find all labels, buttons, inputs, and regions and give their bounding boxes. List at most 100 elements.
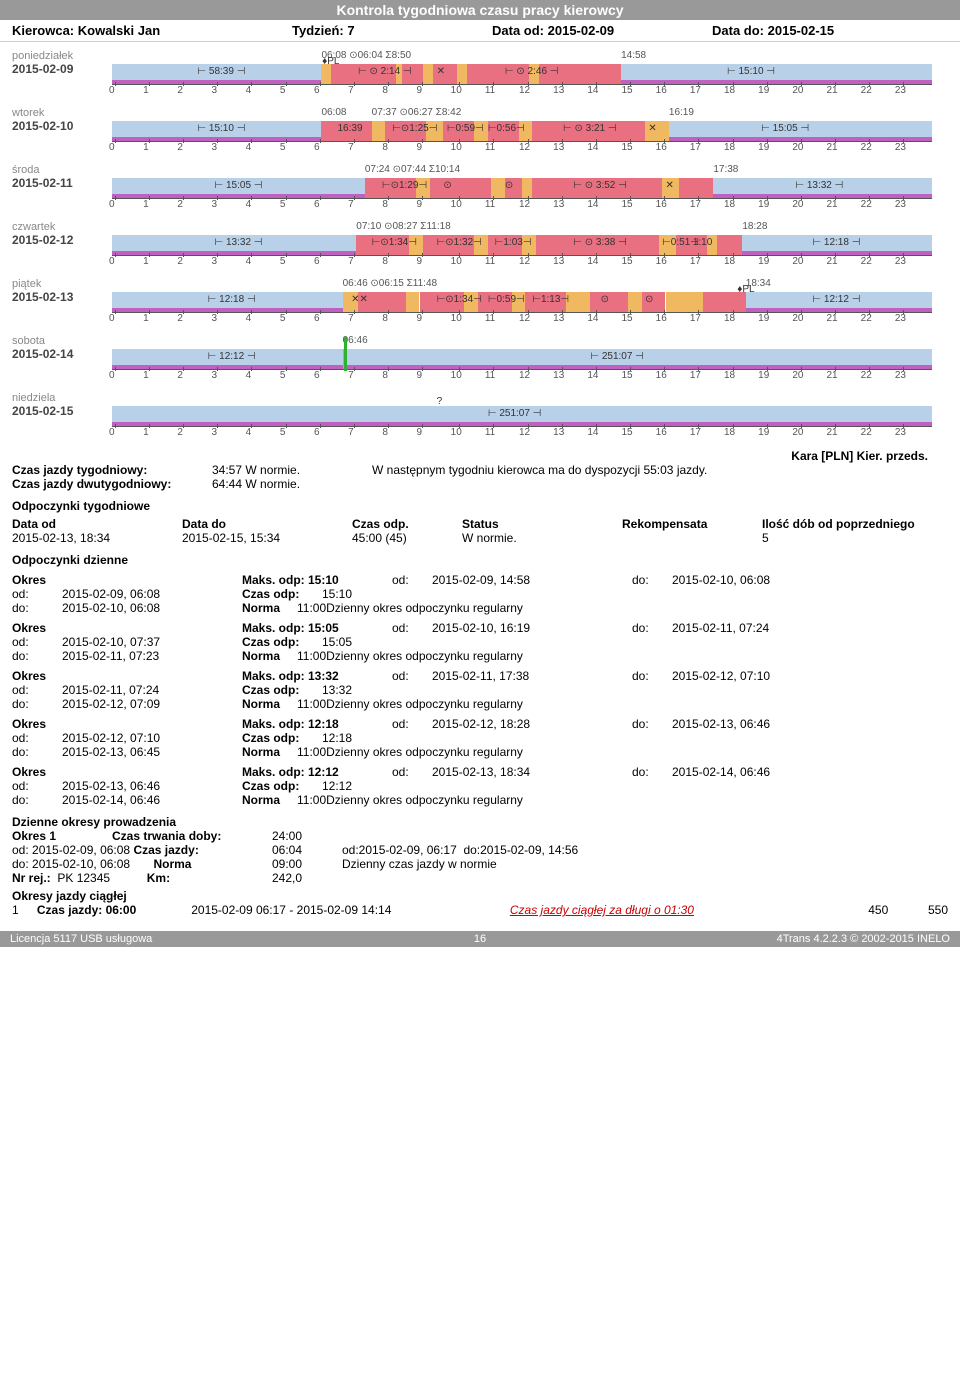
tydzien-label: Tydzień: bbox=[292, 23, 344, 38]
day-name: niedziela bbox=[12, 392, 112, 404]
axis-tick: 5 bbox=[283, 427, 289, 438]
dop-do: do: 2015-02-10, 06:08 bbox=[12, 857, 130, 871]
axis-tick: 21 bbox=[830, 313, 841, 324]
time-annotation: 07:24 ⊙07:44 Σ10:14 bbox=[365, 164, 460, 175]
axis-tick: 16 bbox=[659, 313, 670, 324]
axis-tick: 23 bbox=[898, 85, 909, 96]
axis-tick: 6 bbox=[317, 313, 323, 324]
segment-label: ⊢ 15:10 ⊣ bbox=[197, 123, 245, 134]
axis-tick: 20 bbox=[795, 313, 806, 324]
okres-block: OkresMaks. odp: 12:18od:2015-02-12, 18:2… bbox=[12, 717, 948, 759]
axis-tick: 2 bbox=[180, 142, 186, 153]
axis-tick: 10 bbox=[454, 85, 465, 96]
day-row: środa2015-02-1107:24 ⊙07:44 Σ10:1417:38⊢… bbox=[12, 164, 948, 213]
axis-tick: 4 bbox=[249, 313, 255, 324]
segment-label: ⊢ 12:12 ⊣ bbox=[812, 294, 860, 305]
axis-tick: 19 bbox=[761, 370, 772, 381]
axis-tick: 20 bbox=[795, 199, 806, 210]
day-row: poniedziałek2015-02-0906:08 ⊙06:04 Σ8:50… bbox=[12, 50, 948, 99]
axis-tick: 9 bbox=[420, 313, 426, 324]
axis-tick: 9 bbox=[420, 427, 426, 438]
axis-tick: 9 bbox=[420, 85, 426, 96]
axis-tick: 12 bbox=[522, 85, 533, 96]
segment-label: ⊢1:13⊣ bbox=[532, 294, 569, 305]
report-title: Kontrola tygodniowa czasu pracy kierowcy bbox=[0, 0, 960, 20]
day-name: środa bbox=[12, 164, 112, 176]
axis-tick: 21 bbox=[830, 199, 841, 210]
axis-tick: 17 bbox=[693, 85, 704, 96]
axis-tick: 2 bbox=[180, 256, 186, 267]
segment-label: ⊢ ⊙ 3:38 ⊣ bbox=[573, 237, 627, 248]
odp-dz-title: Odpoczynki dzienne bbox=[12, 553, 948, 567]
axis-tick: 10 bbox=[454, 427, 465, 438]
axis-tick: 19 bbox=[761, 142, 772, 153]
axis-tick: 5 bbox=[283, 370, 289, 381]
time-annotation: 06:46 ⊙06:15 Σ11:48 bbox=[343, 278, 437, 289]
kierowca-label: Kierowca: bbox=[12, 23, 74, 38]
km-value: 242,0 bbox=[272, 871, 342, 885]
segment-label: ⊢ 12:18 ⊣ bbox=[812, 237, 860, 248]
axis-tick: 0 bbox=[112, 85, 118, 96]
axis-tick: 10 bbox=[454, 199, 465, 210]
timeline-segment bbox=[679, 178, 713, 198]
axis-tick: 8 bbox=[385, 427, 391, 438]
axis-tick: 4 bbox=[249, 142, 255, 153]
czastrw-value: 24:00 bbox=[272, 829, 342, 843]
axis-tick: 4 bbox=[249, 199, 255, 210]
jazdy-dwu-label: Czas jazdy dwutygodniowy: bbox=[12, 477, 212, 491]
axis-tick: 22 bbox=[864, 142, 875, 153]
data-od-value: 2015-02-09 bbox=[548, 23, 615, 38]
okres1-label: Okres 1 bbox=[12, 829, 112, 843]
timeline-segment bbox=[423, 64, 433, 84]
axis-tick: 13 bbox=[556, 142, 567, 153]
jazdy-tyg-value: 34:57 W normie. bbox=[212, 463, 372, 477]
axis-tick: 4 bbox=[249, 370, 255, 381]
axis-tick: 22 bbox=[864, 85, 875, 96]
day-row: piątek2015-02-1306:46 ⊙06:15 Σ11:4818:34… bbox=[12, 278, 948, 327]
axis-tick: 22 bbox=[864, 370, 875, 381]
axis-tick: 7 bbox=[351, 256, 357, 267]
axis-tick: 14 bbox=[590, 313, 601, 324]
timeline-segment bbox=[717, 235, 743, 255]
segment-label: ⊢1:03⊣ bbox=[495, 237, 532, 248]
axis-tick: 14 bbox=[590, 256, 601, 267]
axis-tick: 20 bbox=[795, 370, 806, 381]
segment-label: ✕ bbox=[666, 180, 674, 191]
segment-label: ⊢ 13:32 ⊣ bbox=[795, 180, 843, 191]
axis-tick: 21 bbox=[830, 427, 841, 438]
axis-tick: 19 bbox=[761, 256, 772, 267]
footer: Licencja 5117 USB usługowa 16 4Trans 4.2… bbox=[0, 931, 960, 947]
segment-label: 1:10 bbox=[693, 237, 712, 248]
axis-tick: 5 bbox=[283, 142, 289, 153]
axis-tick: 0 bbox=[112, 199, 118, 210]
col-data-od: Data od bbox=[12, 517, 182, 531]
axis-tick: 3 bbox=[215, 199, 221, 210]
time-annotation: 16:19 bbox=[669, 107, 694, 118]
jazdy-tyg-note: W następnym tygodniu kierowca ma do dysp… bbox=[372, 463, 948, 477]
axis-tick: 18 bbox=[727, 256, 738, 267]
col-data-do: Data do bbox=[182, 517, 352, 531]
axis-tick: 20 bbox=[795, 256, 806, 267]
axis-tick: 7 bbox=[351, 142, 357, 153]
axis-tick: 1 bbox=[146, 199, 152, 210]
km-label: Km: bbox=[147, 871, 170, 885]
col-ilosc: Ilość dób od poprzedniego bbox=[762, 517, 948, 531]
axis-tick: 13 bbox=[556, 85, 567, 96]
axis-tick: 1 bbox=[146, 256, 152, 267]
odp-tyg-header: Data od Data do Czas odp. Status Rekompe… bbox=[12, 517, 948, 531]
segment-label: ⊙ bbox=[505, 180, 513, 191]
axis-tick: 12 bbox=[522, 256, 533, 267]
axis-tick: 19 bbox=[761, 313, 772, 324]
segment-label: ✕✕ bbox=[351, 294, 368, 305]
okres-block: OkresMaks. odp: 12:12od:2015-02-13, 18:3… bbox=[12, 765, 948, 807]
timeline-segment bbox=[666, 292, 704, 312]
axis-tick: 7 bbox=[351, 427, 357, 438]
axis-tick: 4 bbox=[249, 85, 255, 96]
dop-desc: Dzienny czas jazdy w normie bbox=[342, 857, 948, 871]
segment-label: ⊢ 251:07 ⊣ bbox=[590, 351, 644, 362]
time-annotation: 17:38 bbox=[713, 164, 738, 175]
axis-tick: 20 bbox=[795, 427, 806, 438]
axis-tick: 0 bbox=[112, 313, 118, 324]
data-od-label: Data od: bbox=[492, 23, 544, 38]
dop-cj-label: Czas jazdy: bbox=[133, 843, 198, 857]
